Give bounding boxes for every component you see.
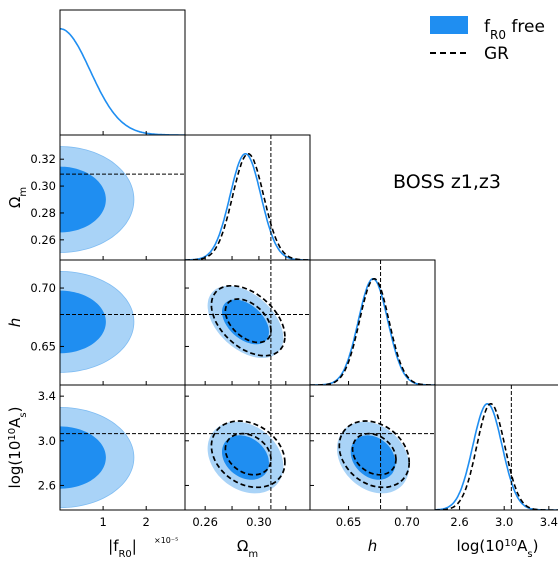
panel-Om-lnAs	[184, 384, 311, 511]
panel-lnAs	[434, 384, 558, 511]
y-tick-label-Om: 0.28	[30, 206, 56, 220]
panel-Om	[184, 134, 311, 261]
panels	[59, 9, 558, 511]
panel-h	[309, 259, 436, 386]
x-tick-label-lnAs: 2.6	[450, 515, 468, 529]
posterior-1d-gr-Om	[185, 152, 310, 260]
x-tick-label-h: 0.65	[336, 515, 362, 529]
x-axis-label-h: h	[368, 537, 378, 555]
panel-fR0-h	[59, 259, 186, 386]
y-tick-label-Om: 0.26	[30, 233, 56, 247]
panel-frame	[59, 9, 186, 136]
x-axis-label-Om: Ωm	[237, 537, 258, 560]
legend: fR0 free GR	[430, 16, 545, 64]
y-tick-label-Om: 0.30	[30, 179, 56, 193]
contour-gr-2sigma-h-lnAs	[338, 420, 411, 489]
x-offset-text-fR0: ×10⁻⁵	[154, 536, 178, 545]
contour-gr-2sigma-Om-lnAs	[210, 420, 286, 489]
panel-fR0-Om	[59, 134, 186, 261]
x-tick-label-Om: 0.26	[192, 515, 218, 529]
legend-label-gr: GR	[484, 44, 509, 64]
contour-gr-2sigma-Om-h	[210, 284, 286, 357]
y-tick-label-h: 0.65	[30, 339, 56, 353]
contour-1sigma-Om-lnAs	[222, 435, 269, 480]
x-tick-label-fR0: 2	[143, 515, 150, 529]
posterior-1d-lnAs	[435, 402, 558, 510]
panel-frame	[434, 384, 558, 511]
y-tick-label-h: 0.70	[30, 281, 56, 295]
x-tick-label-fR0: 1	[99, 515, 106, 529]
y-tick-label-lnAs: 3.4	[38, 389, 56, 403]
contour-1sigma-fR0-Om	[60, 166, 106, 233]
x-tick-label-Om: 0.30	[246, 515, 272, 529]
annotation-dataset: BOSS z1,z3	[393, 171, 501, 193]
posterior-1d-Om	[185, 153, 310, 260]
panel-fR0-lnAs	[59, 384, 186, 511]
legend-label-fr0-free: fR0 free	[484, 17, 545, 42]
panel-Om-h	[184, 259, 311, 386]
posterior-1d-fR0	[60, 27, 185, 135]
contour-gr-1sigma-Om-h	[224, 298, 272, 344]
y-tick-label-lnAs: 3.0	[38, 434, 56, 448]
x-tick-label-lnAs: 3.4	[540, 515, 558, 529]
y-axis-label-Om: Ωm	[6, 187, 29, 208]
y-axis-label-h: h	[6, 318, 24, 328]
panel-h-lnAs	[309, 384, 436, 511]
x-tick-label-h: 0.70	[394, 515, 420, 529]
posterior-1d-gr-lnAs	[435, 402, 558, 510]
x-axis-label-lnAs: log(1010As)	[457, 537, 539, 560]
legend-swatch-fr0-free	[430, 16, 468, 34]
y-tick-label-Om: 0.32	[30, 152, 56, 166]
posterior-1d-h	[310, 277, 435, 385]
panel-fR0	[59, 9, 186, 136]
x-axis-label-fR0: |fR0|	[108, 537, 137, 560]
contour-1sigma-fR0-h	[60, 290, 106, 354]
contour-1sigma-fR0-lnAs	[60, 426, 106, 489]
x-tick-label-lnAs: 3.0	[495, 515, 513, 529]
posterior-1d-gr-h	[310, 277, 435, 385]
y-axis-label-lnAs: log(1010As)	[6, 407, 29, 489]
y-tick-label-lnAs: 2.6	[38, 478, 56, 492]
contour-gr-1sigma-h-lnAs	[351, 432, 397, 476]
contour-1sigma-Om-h	[222, 299, 269, 345]
contour-gr-1sigma-Om-lnAs	[224, 432, 272, 476]
